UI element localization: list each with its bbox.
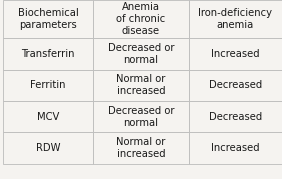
Bar: [93, 38, 189, 70]
Text: Decreased: Decreased: [209, 81, 262, 90]
Text: Ferritin: Ferritin: [30, 81, 66, 90]
Bar: [93, 101, 189, 132]
Bar: [93, 70, 189, 101]
Text: Normal or
increased: Normal or increased: [116, 74, 166, 96]
Bar: [189, 132, 282, 164]
Bar: [3, 132, 93, 164]
Text: Transferrin: Transferrin: [21, 49, 75, 59]
Text: Decreased: Decreased: [209, 112, 262, 122]
Text: Iron-deficiency
anemia: Iron-deficiency anemia: [199, 8, 272, 30]
Text: Anemia
of chronic
disease: Anemia of chronic disease: [116, 2, 166, 36]
Bar: [189, 0, 282, 38]
Text: Increased: Increased: [211, 49, 260, 59]
Bar: [3, 70, 93, 101]
Text: Increased: Increased: [211, 143, 260, 153]
Bar: [189, 101, 282, 132]
Text: Decreased or
normal: Decreased or normal: [108, 43, 174, 65]
Bar: [3, 101, 93, 132]
Bar: [3, 0, 93, 38]
Text: Normal or
increased: Normal or increased: [116, 137, 166, 159]
Bar: [3, 38, 93, 70]
Text: Biochemical
parameters: Biochemical parameters: [17, 8, 78, 30]
Bar: [189, 70, 282, 101]
Text: Decreased or
normal: Decreased or normal: [108, 106, 174, 128]
Bar: [189, 38, 282, 70]
Bar: [93, 0, 189, 38]
Bar: [93, 132, 189, 164]
Text: MCV: MCV: [37, 112, 59, 122]
Text: RDW: RDW: [36, 143, 60, 153]
